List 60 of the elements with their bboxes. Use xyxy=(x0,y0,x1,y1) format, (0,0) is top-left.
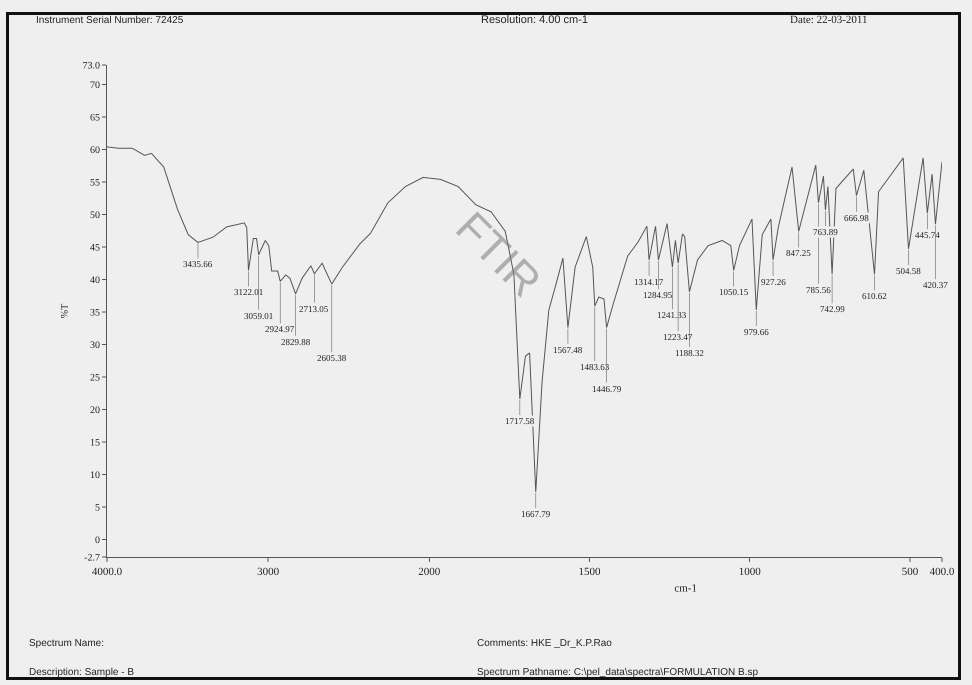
annotation: 2713.05 xyxy=(299,304,329,314)
y-tick-label: -2.7 xyxy=(84,552,100,564)
y-tick-label: 70 xyxy=(90,80,100,91)
annotation: 847.25 xyxy=(786,248,812,258)
y-tick-label: 40 xyxy=(90,274,100,286)
annotation: 666.98 xyxy=(844,213,870,223)
x-tick-label: 3000 xyxy=(257,566,280,578)
y-tick-label: 55 xyxy=(90,177,100,188)
x-axis-title: cm-1 xyxy=(674,582,697,594)
y-tick-label: 30 xyxy=(90,340,100,351)
annotation: 2829.88 xyxy=(281,337,311,347)
annotation: 610.62 xyxy=(862,291,887,301)
x-tick-label: 1000 xyxy=(738,566,762,578)
annotation: 979.66 xyxy=(744,327,770,337)
annotation: 420.37 xyxy=(923,280,948,290)
annotation: 2605.38 xyxy=(317,353,347,363)
y-tick-label: 25 xyxy=(90,372,100,384)
annotation: 1567.48 xyxy=(553,345,583,355)
annotation: 763.89 xyxy=(813,227,838,237)
y-tick-label: 50 xyxy=(90,210,100,221)
annotation: 1050.15 xyxy=(719,287,749,297)
x-tick-label: 1500 xyxy=(578,566,602,578)
annotation: 927.26 xyxy=(761,277,786,287)
x-tick-label: 500 xyxy=(902,566,919,578)
y-tick-label: 73.0 xyxy=(82,60,100,72)
annotation: 2924.97 xyxy=(265,324,295,334)
annotation: 445.74 xyxy=(915,230,940,240)
y-tick-label: 20 xyxy=(90,404,100,416)
annotation: 3059.01 xyxy=(244,311,274,321)
annotation: 1223.47 xyxy=(663,332,693,342)
annotation: 1284.95 xyxy=(643,290,673,300)
y-axis-title: %T xyxy=(60,304,70,318)
text: Spectrum Name: xyxy=(29,638,104,649)
annotation: 1188.32 xyxy=(675,348,704,358)
annotation: 1717.58 xyxy=(505,416,535,426)
annotation: 1314.17 xyxy=(634,277,664,287)
text: Spectrum Pathname: C:\pel_data\spectra\FORMULATION B.sp xyxy=(477,667,758,678)
y-tick-label: 5 xyxy=(95,502,100,514)
annotation: 3435.66 xyxy=(183,259,213,269)
text: Date: 22-03-2011 xyxy=(790,14,868,26)
annotation: 1483.63 xyxy=(580,362,610,372)
y-tick-label: 35 xyxy=(90,307,100,318)
y-tick-label: 10 xyxy=(90,470,100,481)
x-tick-label: 2000 xyxy=(418,566,441,578)
x-tick-label: 400.0 xyxy=(930,566,955,578)
annotation: 1446.79 xyxy=(592,384,622,394)
annotation: 785.56 xyxy=(806,285,832,295)
y-tick-label: 0 xyxy=(95,534,100,546)
text: Description: Sample - B xyxy=(29,667,134,678)
y-tick-label: 45 xyxy=(90,242,100,254)
y-tick-label: 60 xyxy=(90,144,100,156)
annotation: 1667.79 xyxy=(521,509,551,519)
y-tick-label: 65 xyxy=(90,112,100,124)
text: Resolution: 4.00 cm-1 xyxy=(481,14,588,26)
annotation: 504.58 xyxy=(896,266,922,276)
text: Comments: HKE _Dr_K.P.Rao xyxy=(477,638,612,649)
y-tick-label: 15 xyxy=(90,437,100,448)
x-tick-label: 4000.0 xyxy=(92,566,123,578)
text: Instrument Serial Number: 72425 xyxy=(36,15,184,26)
annotation: 742.99 xyxy=(820,304,846,314)
